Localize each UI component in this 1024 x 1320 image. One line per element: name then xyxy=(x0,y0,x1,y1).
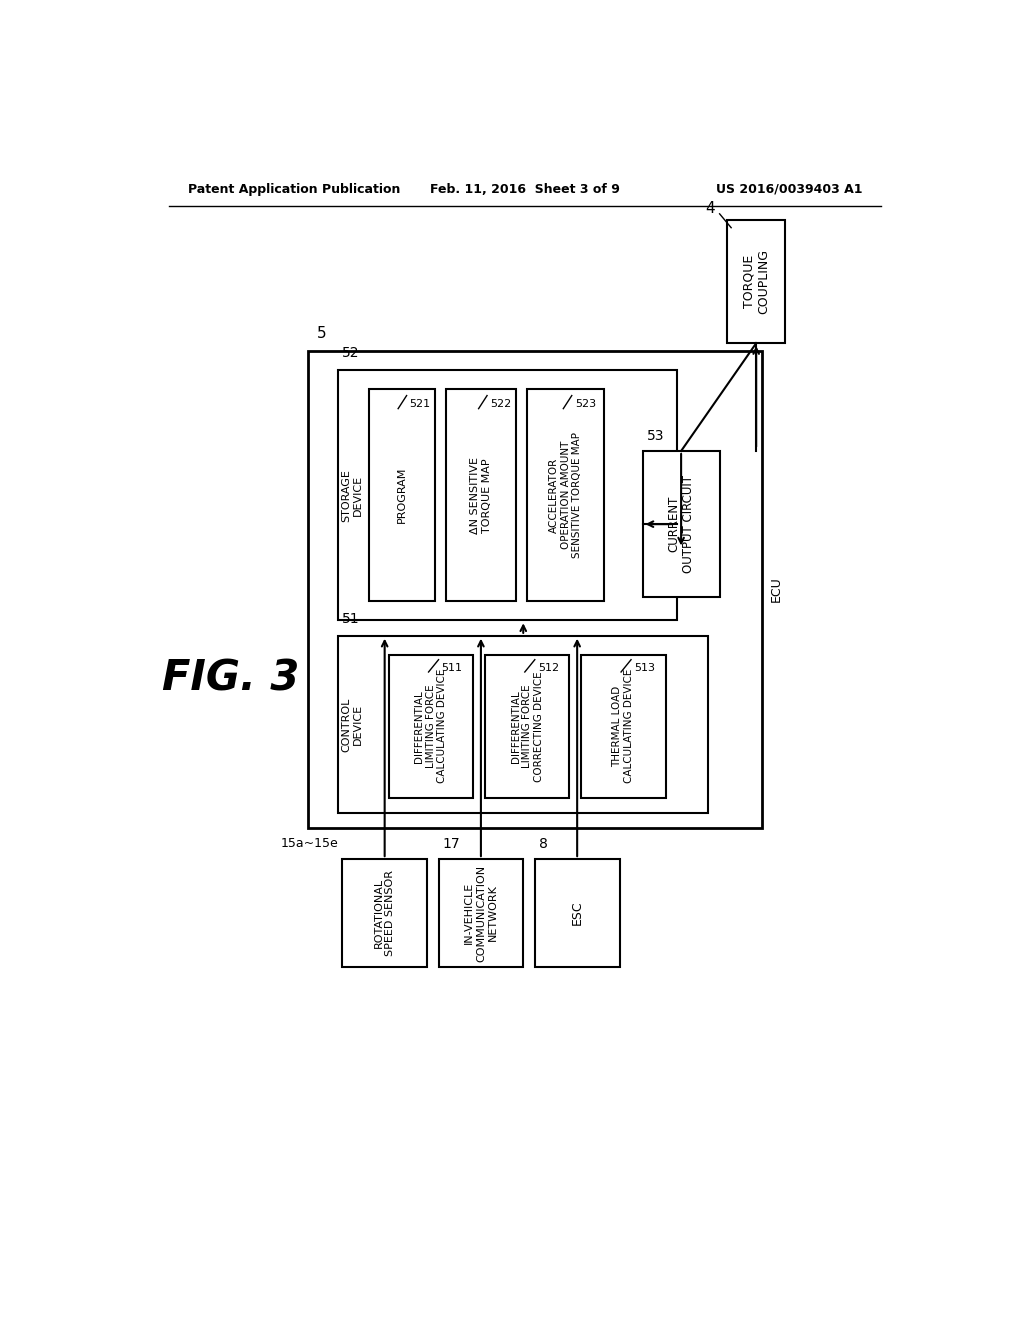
Text: Feb. 11, 2016  Sheet 3 of 9: Feb. 11, 2016 Sheet 3 of 9 xyxy=(430,182,620,195)
Bar xyxy=(370,389,435,601)
Bar xyxy=(581,655,666,797)
Text: 15a~15e: 15a~15e xyxy=(281,837,339,850)
Text: IN-VEHICLE
COMMUNICATION
NETWORK: IN-VEHICLE COMMUNICATION NETWORK xyxy=(464,865,498,961)
Text: DIFFERENTIAL
LIMITING FORCE
CALCULATING DEVICE: DIFFERENTIAL LIMITING FORCE CALCULATING … xyxy=(415,669,447,784)
Bar xyxy=(484,655,569,797)
Bar xyxy=(307,351,762,829)
Text: TORQUE
COUPLING: TORQUE COUPLING xyxy=(742,249,770,314)
Text: 4: 4 xyxy=(706,201,715,216)
Text: 52: 52 xyxy=(342,346,359,360)
Bar xyxy=(339,370,677,620)
Text: 521: 521 xyxy=(410,399,431,409)
Text: DIFFERENTIAL
LIMITING FORCE
CORRECTING DEVICE: DIFFERENTIAL LIMITING FORCE CORRECTING D… xyxy=(511,671,544,781)
Bar xyxy=(446,389,515,601)
Bar xyxy=(342,859,427,966)
Text: 511: 511 xyxy=(441,663,463,673)
Text: 513: 513 xyxy=(634,663,655,673)
Text: CURRENT
OUTPUT CIRCUIT: CURRENT OUTPUT CIRCUIT xyxy=(667,475,695,573)
Text: FIG. 3: FIG. 3 xyxy=(162,657,299,700)
Text: ΔN SENSITIVE
TORQUE MAP: ΔN SENSITIVE TORQUE MAP xyxy=(470,457,492,533)
Text: ECU: ECU xyxy=(769,577,782,602)
Text: 523: 523 xyxy=(574,399,596,409)
Bar xyxy=(727,220,785,343)
Text: THERMAL LOAD
CALCULATING DEVICE: THERMAL LOAD CALCULATING DEVICE xyxy=(612,669,634,784)
Bar xyxy=(535,859,620,966)
Text: ROTATIONAL
SPEED SENSOR: ROTATIONAL SPEED SENSOR xyxy=(374,870,395,956)
Text: 522: 522 xyxy=(490,399,511,409)
Text: 5: 5 xyxy=(316,326,327,342)
Text: 53: 53 xyxy=(646,429,664,442)
Bar xyxy=(388,655,473,797)
Text: US 2016/0039403 A1: US 2016/0039403 A1 xyxy=(716,182,862,195)
Text: CONTROL
DEVICE: CONTROL DEVICE xyxy=(342,697,364,751)
Bar xyxy=(643,451,720,598)
Bar xyxy=(438,859,523,966)
Bar xyxy=(339,636,708,813)
Text: ESC: ESC xyxy=(570,900,584,925)
Text: 17: 17 xyxy=(442,837,460,850)
Text: 8: 8 xyxy=(539,837,548,850)
Text: PROGRAM: PROGRAM xyxy=(397,467,407,524)
Text: Patent Application Publication: Patent Application Publication xyxy=(188,182,400,195)
Bar xyxy=(527,389,604,601)
Text: 512: 512 xyxy=(538,663,559,673)
Text: ACCELERATOR
OPERATION AMOUNT
SENSITIVE TORQUE MAP: ACCELERATOR OPERATION AMOUNT SENSITIVE T… xyxy=(549,432,583,558)
Text: STORAGE
DEVICE: STORAGE DEVICE xyxy=(342,469,364,521)
Text: 51: 51 xyxy=(342,612,359,626)
